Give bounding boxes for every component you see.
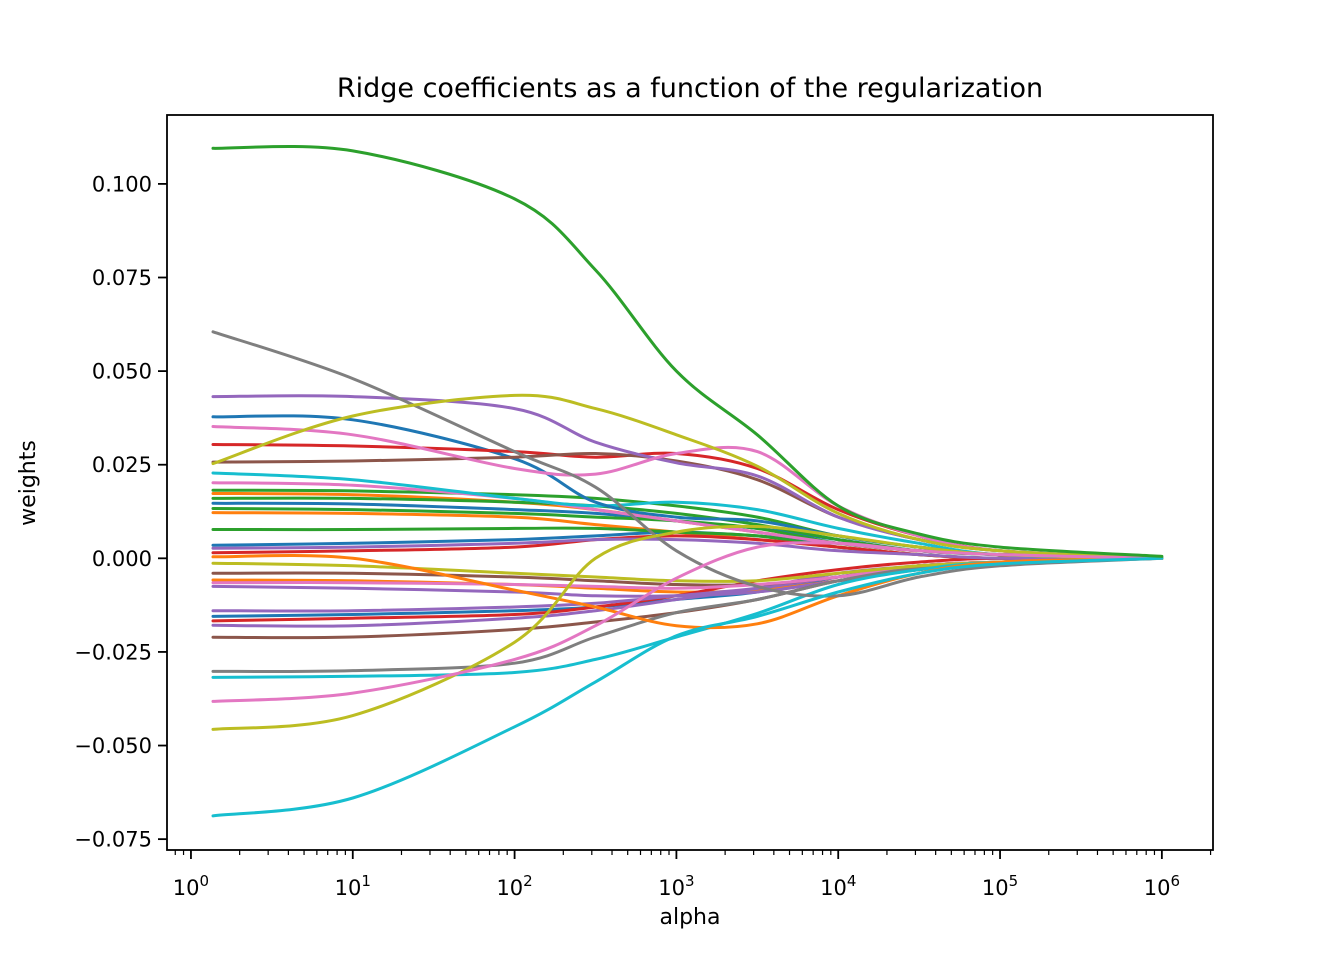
x-tick-label: 100 [173, 872, 209, 900]
y-tick-label: −0.050 [74, 734, 152, 758]
series-line [211, 537, 1164, 561]
series-line [211, 541, 1164, 703]
x-tick-label: 101 [335, 872, 371, 900]
axes-layer: 100 101 102 103 104 105 106 0.100 0.075 0.050 0.02… [74, 114, 1214, 900]
series-layer [211, 145, 1164, 818]
series-line [211, 556, 1164, 623]
x-tick-label: 106 [1144, 872, 1180, 900]
x-tick-label: 102 [496, 872, 532, 900]
series-line [211, 393, 1164, 560]
y-tick-label: 0.050 [92, 360, 152, 384]
y-axis-label: weights [16, 440, 41, 526]
x-tick-label: 103 [658, 872, 694, 900]
chart-title: Ridge coefficients as a function of the … [337, 73, 1043, 104]
x-tick-label: 105 [982, 872, 1018, 900]
y-tick-label: 0.000 [92, 547, 152, 571]
y-tick-label: 0.100 [92, 172, 152, 196]
series-line [211, 145, 1164, 558]
y-tick-label: −0.025 [74, 640, 152, 664]
plot-frame [166, 114, 1214, 851]
x-tick-label: 104 [820, 872, 856, 900]
series-line [211, 330, 1164, 598]
y-tick-label: 0.075 [92, 266, 152, 290]
y-tick-label: −0.075 [74, 828, 152, 852]
x-axis-label: alpha [660, 905, 721, 930]
series-line [211, 556, 1164, 818]
y-tick-label: 0.025 [92, 453, 152, 477]
